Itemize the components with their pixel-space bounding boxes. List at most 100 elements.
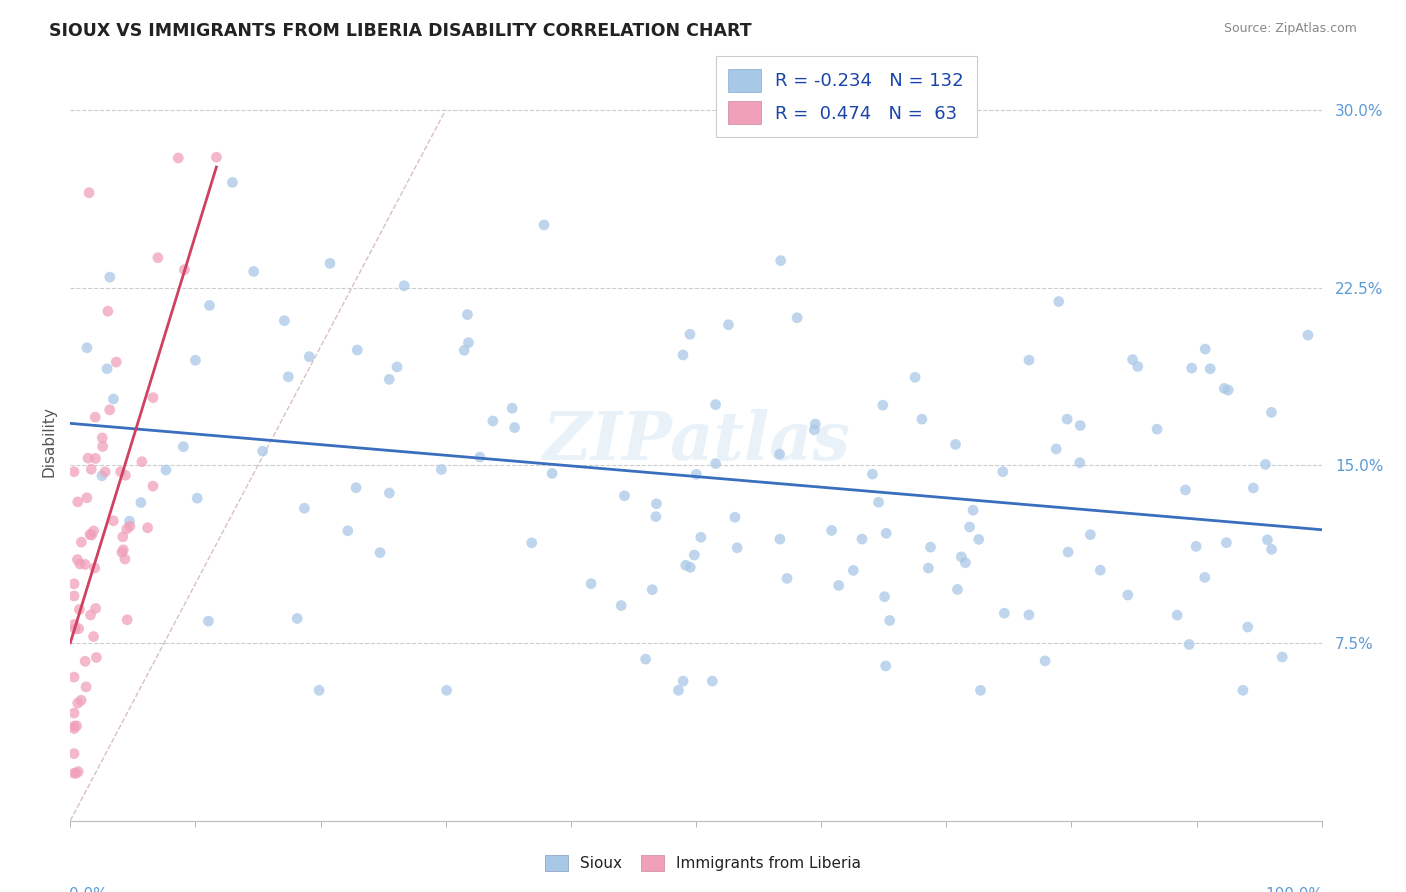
Point [63,617,86,632]
Point [69,557,91,571]
Point [820,524,842,538]
Point [308,683,330,698]
Point [273,313,295,327]
Point [702,674,724,689]
Point [1033,654,1056,668]
Point [862,467,884,482]
Point [1122,352,1144,367]
Point [950,549,973,564]
Text: 100.0%: 100.0% [1265,887,1323,892]
Point [430,462,453,476]
Point [346,343,368,357]
Point [501,401,523,416]
Point [776,571,799,585]
Point [103,392,125,406]
Point [142,391,165,405]
Point [645,497,668,511]
Point [1215,535,1237,549]
Point [103,514,125,528]
Point [644,509,666,524]
Point [66,552,89,566]
Y-axis label: Disability: Disability [41,406,56,477]
Point [1213,381,1236,395]
Point [768,447,790,461]
Point [252,444,274,458]
Point [1018,607,1040,622]
Point [868,495,890,509]
Point [1018,353,1040,368]
Point [1166,608,1188,623]
Point [946,582,969,597]
Point [1260,542,1282,557]
Point [63,719,86,733]
Point [197,614,219,628]
Point [1069,418,1091,433]
Point [672,348,695,362]
Point [114,468,136,483]
Point [84,451,107,466]
Point [1296,328,1319,343]
Legend: R = -0.234   N = 132, R =  0.474   N =  63: R = -0.234 N = 132, R = 0.474 N = 63 [716,56,977,137]
Point [704,398,727,412]
Point [879,614,901,628]
Point [112,542,135,557]
Point [114,552,136,566]
Point [786,310,808,325]
Point [457,335,479,350]
Point [65,719,87,733]
Point [482,414,505,428]
Point [186,491,208,506]
Point [675,558,697,573]
Point [83,561,105,575]
Point [1057,545,1080,559]
Point [94,465,117,479]
Point [724,510,747,524]
Point [993,606,1015,620]
Point [65,766,87,780]
Point [77,451,100,466]
Point [668,683,690,698]
Point [98,402,121,417]
Point [962,503,984,517]
Point [689,530,711,544]
Point [336,524,359,538]
Point [344,481,367,495]
Point [142,479,165,493]
Text: Source: ZipAtlas.com: Source: ZipAtlas.com [1223,22,1357,36]
Point [277,369,299,384]
Point [146,251,169,265]
Point [79,527,101,541]
Point [634,652,657,666]
Point [83,524,105,538]
Point [298,350,321,364]
Point [969,683,991,698]
Point [1090,563,1112,577]
Point [456,308,478,322]
Point [221,176,243,190]
Text: ZIPatlas: ZIPatlas [543,409,849,474]
Point [520,536,543,550]
Point [129,495,152,509]
Point [91,440,114,454]
Point [1126,359,1149,374]
Point [75,680,97,694]
Point [63,577,86,591]
Point [1116,588,1139,602]
Point [66,696,89,710]
Point [63,747,86,761]
Point [198,298,221,312]
Point [533,218,555,232]
Point [453,343,475,358]
Point [717,318,740,332]
Point [378,372,401,386]
Point [285,611,308,625]
Point [118,519,141,533]
Point [76,491,98,505]
Point [911,412,934,426]
Point [959,520,981,534]
Point [804,417,827,431]
Point [115,522,138,536]
Point [63,722,86,736]
Point [84,601,107,615]
Point [242,264,264,278]
